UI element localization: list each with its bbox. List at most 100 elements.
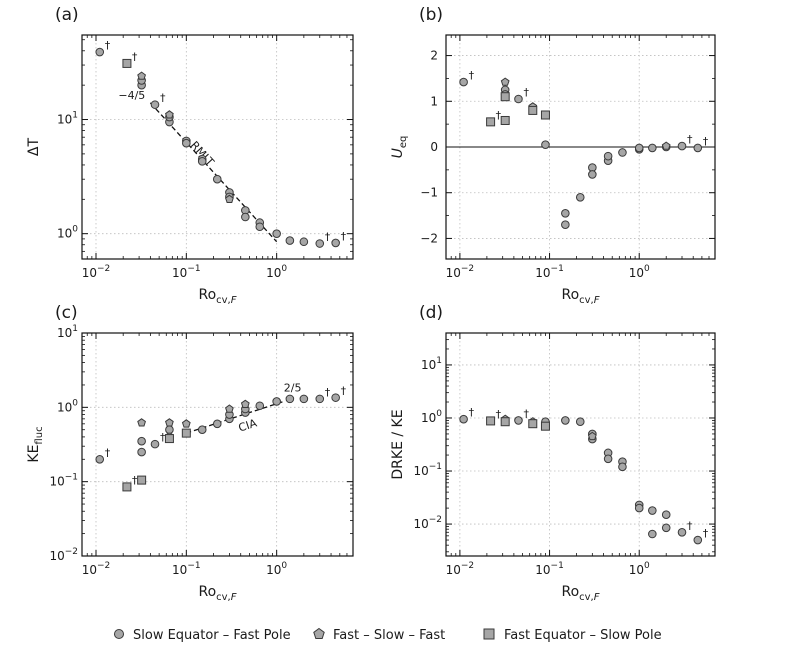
- data-point-circle: [212, 419, 222, 429]
- data-point-circle: [137, 436, 146, 446]
- legend-item-slow-equator: Slow Equator – Fast Pole: [114, 628, 291, 643]
- data-point-square: [486, 117, 496, 127]
- y-tick-label: 100: [57, 225, 78, 241]
- data-point-circle: [197, 425, 207, 435]
- y-tick-label: 10−2: [413, 515, 442, 531]
- data-point-pentagon: [165, 418, 174, 427]
- data-point-circle: [255, 401, 265, 411]
- data-point-pentagon: [137, 71, 146, 80]
- legend-label: Fast – Slow – Fast: [333, 628, 445, 643]
- x-tick-label: 10−1: [172, 264, 201, 280]
- data-point-circle: [561, 416, 570, 425]
- x-tick-label: 100: [629, 561, 650, 577]
- data-point-circle: [634, 143, 644, 153]
- data-point-circle: [514, 416, 523, 425]
- plot-frame: [445, 332, 716, 557]
- data-point-square: [540, 421, 550, 431]
- y-tick-label: 10−1: [413, 462, 442, 478]
- y-tick-label: −1: [420, 186, 438, 200]
- data-point-circle: [693, 535, 703, 545]
- data-point-square: [486, 416, 496, 426]
- y-tick-label: 1: [430, 94, 438, 108]
- x-axis-label: Rocv,F: [561, 584, 599, 603]
- data-point-circle: [634, 503, 644, 513]
- legend-label: Slow Equator – Fast Pole: [133, 628, 291, 643]
- data-point-circle: [677, 527, 687, 537]
- x-axis-label: Rocv,F: [561, 287, 599, 306]
- y-tick-label: 100: [57, 398, 78, 414]
- slope-label: 2/5: [284, 381, 302, 394]
- panel-label: (d): [419, 303, 443, 323]
- y-tick-label: 100: [421, 409, 442, 425]
- x-tick-label: 100: [266, 264, 287, 280]
- data-point-circle: [603, 454, 613, 464]
- data-point-circle: [561, 220, 570, 230]
- plot-frame: [81, 332, 354, 557]
- x-tick-label: 10−1: [535, 264, 564, 280]
- data-point-circle: [165, 425, 174, 435]
- data-point-square: [122, 482, 132, 492]
- data-point-circle: [331, 238, 340, 248]
- panel-label: (c): [55, 303, 78, 323]
- dagger-mark: †: [325, 386, 331, 399]
- slope-label: −4/5: [118, 89, 145, 102]
- plot-frame: [445, 34, 716, 260]
- data-point-circle: [285, 236, 295, 245]
- data-point-circle: [150, 439, 160, 449]
- dagger-mark: †: [703, 527, 709, 540]
- data-point-circle: [459, 77, 468, 87]
- legend-square-marker: [483, 628, 495, 640]
- data-point-circle: [272, 397, 281, 406]
- y-axis-label: DRKE / KE: [390, 409, 406, 479]
- data-point-circle: [299, 394, 309, 404]
- y-axis-label: Ueq: [390, 136, 409, 159]
- data-point-circle: [561, 208, 570, 218]
- dagger-mark: †: [469, 69, 475, 82]
- data-point-circle: [95, 454, 105, 464]
- data-point-circle: [331, 393, 340, 402]
- data-point-circle: [315, 239, 325, 248]
- data-point-circle: [95, 47, 105, 57]
- panel-label: (b): [419, 5, 443, 25]
- data-point-pentagon: [225, 194, 234, 203]
- y-tick-label: 101: [421, 356, 442, 372]
- y-tick-label: 10−1: [49, 473, 78, 489]
- legend-label: Fast Equator – Slow Pole: [504, 628, 662, 643]
- data-point-pentagon: [225, 404, 234, 413]
- dagger-mark: †: [160, 431, 166, 444]
- legend-item-fast-slow-fast: Fast – Slow – Fast: [313, 627, 445, 643]
- data-point-circle: [588, 170, 597, 179]
- data-point-circle: [299, 237, 309, 247]
- data-point-circle: [661, 523, 671, 533]
- y-tick-label: 10−2: [49, 547, 78, 563]
- data-point-circle: [603, 151, 613, 161]
- data-point-square: [181, 428, 191, 438]
- data-point-circle: [677, 141, 687, 151]
- data-point-circle: [693, 143, 703, 153]
- data-point-pentagon: [181, 419, 191, 428]
- dagger-mark: †: [341, 385, 347, 398]
- dagger-mark: †: [105, 39, 111, 52]
- data-point-pentagon: [587, 431, 597, 441]
- data-point-circle: [241, 212, 250, 222]
- data-point-circle: [285, 394, 295, 404]
- dagger-mark: †: [341, 230, 347, 243]
- dagger-mark: †: [703, 135, 709, 148]
- data-point-circle: [661, 510, 671, 520]
- x-tick-label: 10−1: [535, 561, 564, 577]
- y-tick-label: 101: [57, 324, 78, 340]
- data-point-square: [540, 110, 550, 120]
- data-point-circle: [618, 462, 627, 472]
- data-point-square: [528, 419, 538, 429]
- x-tick-label: 10−2: [82, 264, 111, 280]
- dagger-mark: †: [105, 446, 111, 459]
- x-tick-label: 10−2: [82, 561, 111, 577]
- y-axis-label: ΔT: [26, 137, 42, 156]
- dagger-mark: †: [132, 474, 138, 487]
- x-tick-label: 100: [266, 561, 287, 577]
- data-point-pentagon: [137, 418, 146, 427]
- data-point-square: [164, 434, 174, 444]
- dagger-mark: †: [496, 408, 502, 421]
